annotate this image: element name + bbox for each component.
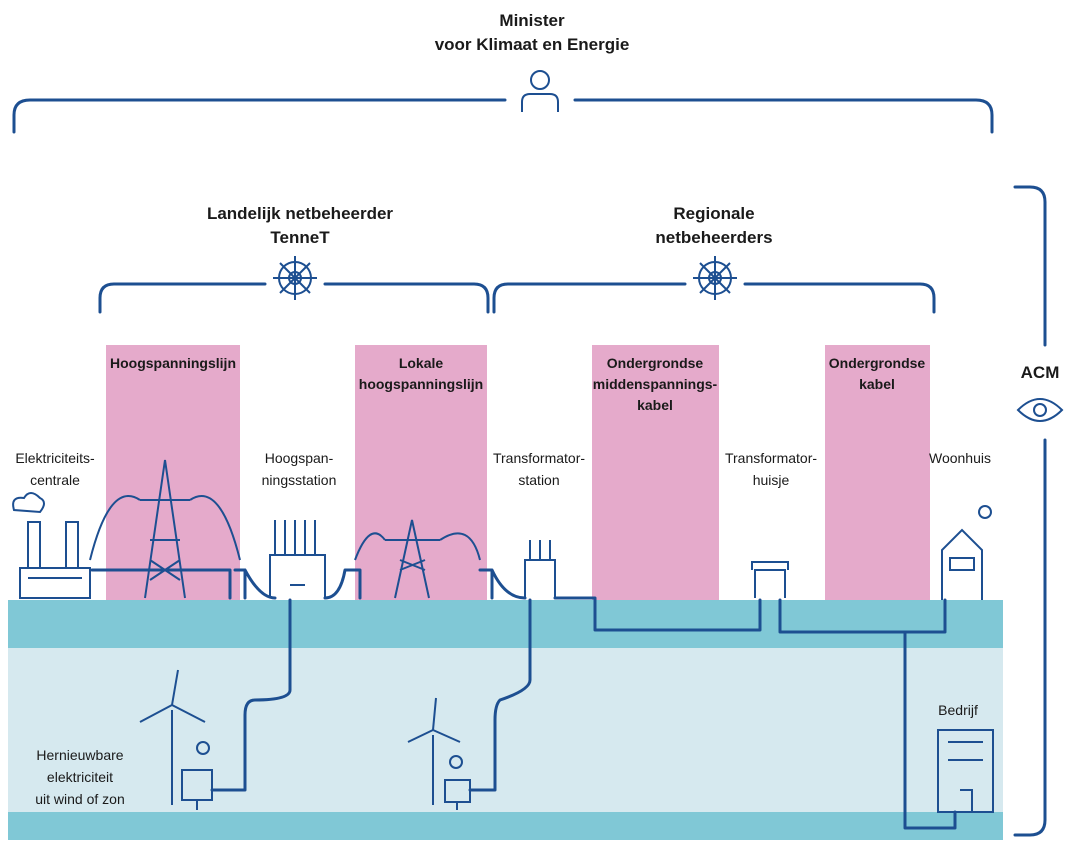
label: ningsstation <box>262 472 337 488</box>
label: Ondergrondse <box>829 355 926 371</box>
label: ACM <box>1021 363 1060 382</box>
label: kabel <box>637 397 673 413</box>
label: Lokale <box>399 355 444 371</box>
label: station <box>518 472 559 488</box>
label: elektriciteit <box>47 769 113 785</box>
label: middenspannings- <box>593 376 718 392</box>
label: Elektriciteits- <box>15 450 95 466</box>
label: TenneT <box>270 228 330 247</box>
label: Minister <box>499 11 565 30</box>
label: huisje <box>753 472 790 488</box>
label: Hoogspan- <box>265 450 334 466</box>
label: Bedrijf <box>938 702 978 718</box>
label: Woonhuis <box>929 450 991 466</box>
diagram: Minister voor Klimaat en Energie Landelijk… <box>0 0 1065 841</box>
label: uit wind of zon <box>35 791 125 807</box>
label: Regionale <box>673 204 754 223</box>
label: Hoogspanningslijn <box>110 355 236 371</box>
label: centrale <box>30 472 80 488</box>
label: Landelijk netbeheerder <box>207 204 393 223</box>
label: Hernieuwbare <box>36 747 123 763</box>
label: netbeheerders <box>655 228 772 247</box>
label: Transformator- <box>493 450 585 466</box>
label: kabel <box>859 376 895 392</box>
label: Transformator- <box>725 450 817 466</box>
label: Ondergrondse <box>607 355 704 371</box>
label: voor Klimaat en Energie <box>435 35 630 54</box>
label: hoogspanningslijn <box>359 376 483 392</box>
background <box>8 345 1003 840</box>
